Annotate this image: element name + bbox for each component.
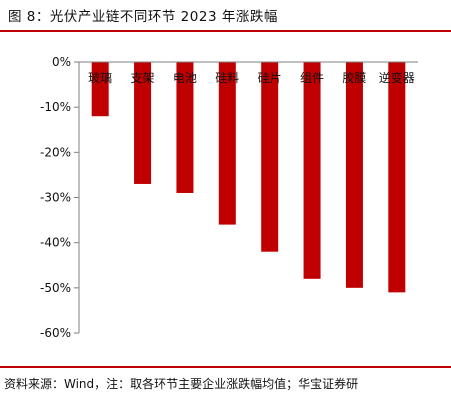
- source-divider: [0, 366, 451, 368]
- x-tick-label: 硅料: [215, 71, 239, 85]
- x-tick-label: 硅片: [258, 71, 282, 85]
- x-tick-label: 逆变器: [379, 70, 415, 85]
- figure-title: 图 8：光伏产业链不同环节 2023 年涨跌幅: [8, 9, 278, 25]
- bar: [303, 62, 321, 279]
- source-note: 资料来源：Wind，注：取各环节主要企业涨跌幅均值；华宝证券研: [4, 377, 359, 391]
- x-tick-labels: 玻璃 支架 电池 硅料 硅片 组件 胶膜 逆变器: [88, 70, 415, 85]
- x-tick-label: 胶膜: [342, 70, 366, 85]
- x-tick-label: 支架: [131, 71, 155, 85]
- bar: [388, 62, 406, 293]
- bar-chart: 0% -10% -20% -30% -40% -50% -60% 玻璃 支架 电池 硅料 硅片 组件 胶…: [40, 55, 418, 340]
- bar: [345, 62, 363, 288]
- y-tick-label: -10%: [40, 100, 71, 114]
- x-tick-label: 电池: [173, 71, 197, 85]
- bar: [261, 62, 279, 252]
- x-tick-label: 组件: [300, 71, 324, 85]
- y-tick-label: -20%: [40, 145, 71, 159]
- bar: [218, 62, 236, 225]
- x-tick-label: 玻璃: [88, 71, 112, 85]
- y-tick-label: -40%: [40, 236, 71, 250]
- bar: [134, 62, 152, 184]
- bar: [176, 62, 194, 193]
- bar: [91, 62, 109, 117]
- y-tick-label: -50%: [40, 281, 71, 295]
- y-tick-label: -60%: [40, 326, 71, 340]
- title-divider: [0, 30, 451, 32]
- y-axis: 0% -10% -20% -30% -40% -50% -60%: [40, 55, 80, 340]
- y-tick-label: -30%: [40, 191, 71, 205]
- y-tick-label: 0%: [52, 55, 71, 69]
- bars: [79, 61, 418, 293]
